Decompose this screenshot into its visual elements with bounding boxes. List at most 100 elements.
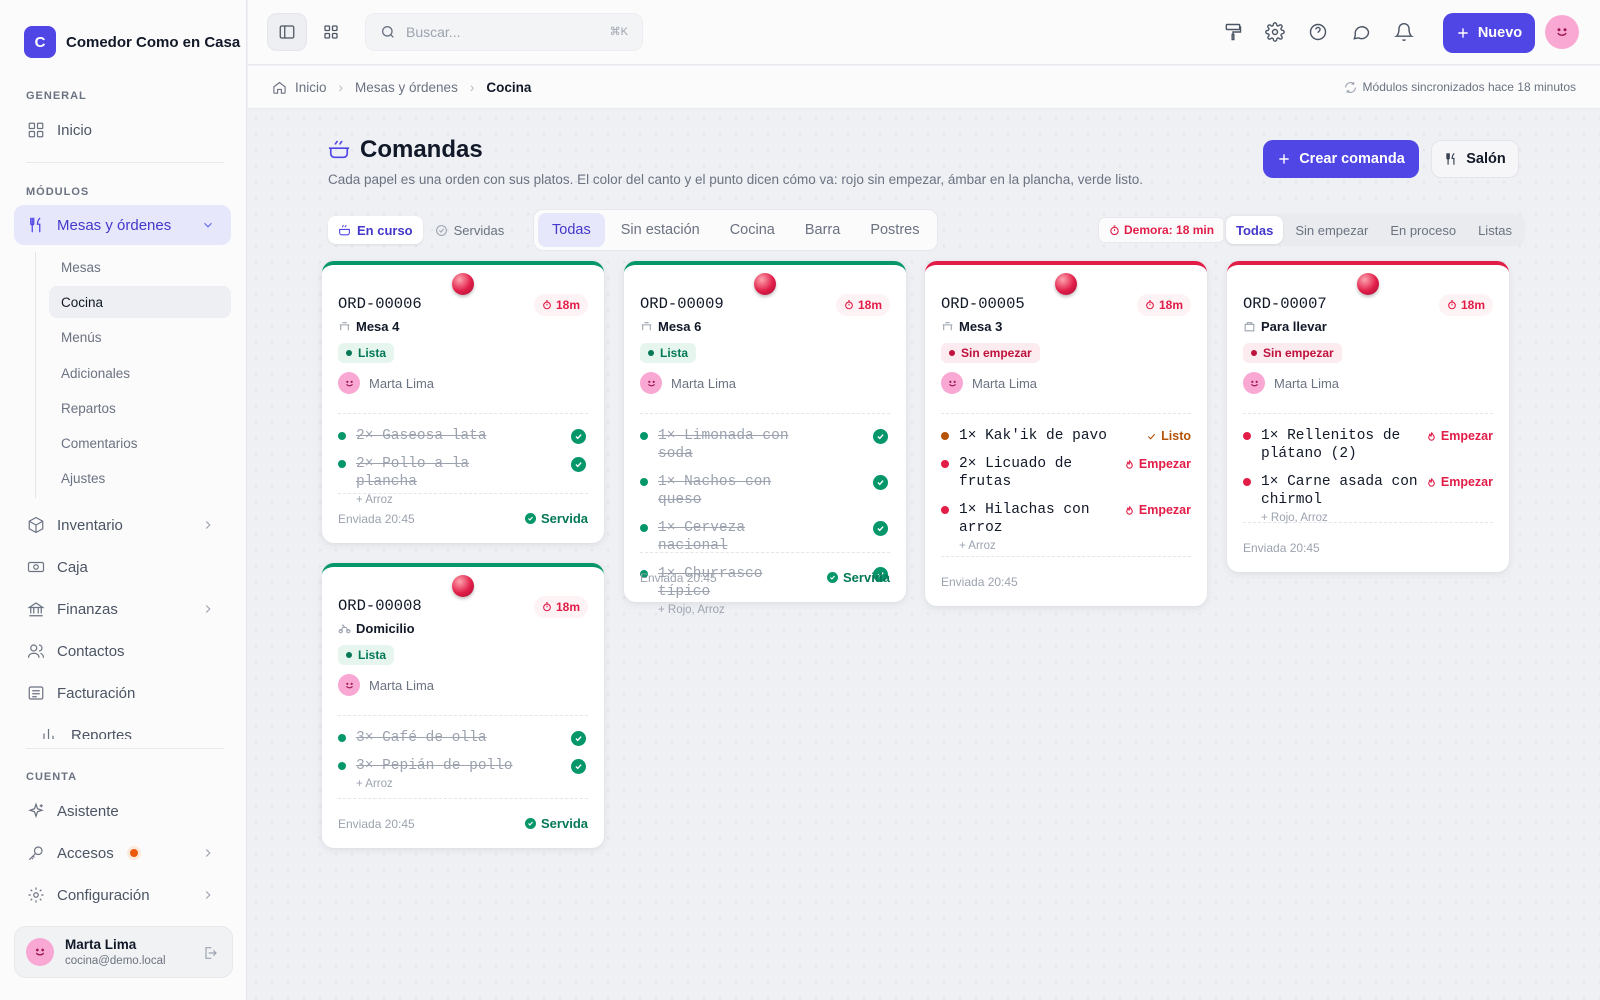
sidebar-item-contactos[interactable]: Contactos (14, 631, 231, 671)
station-barra[interactable]: Barra (804, 222, 841, 238)
utensils-icon (1444, 152, 1458, 166)
ready-button[interactable]: Listo (1146, 429, 1191, 443)
order-footer: Enviada 20:45 Servida (338, 493, 588, 543)
profile-avatar[interactable] (1545, 15, 1579, 49)
order-location-label: Mesa 4 (356, 319, 400, 334)
brand-name: Comedor Como en Casa (66, 33, 241, 51)
sidebar-item-mesas[interactable]: Mesas y órdenes (14, 205, 231, 245)
start-button[interactable]: Empezar (1426, 429, 1493, 443)
check-icon[interactable] (571, 731, 586, 746)
sidebar-subitem-cocina[interactable]: Cocina (49, 286, 231, 318)
sidebar-item-inicio[interactable]: Inicio (14, 110, 231, 150)
bank-icon (27, 600, 45, 618)
sidebar-item-label: Mesas y órdenes (57, 216, 172, 234)
check-icon[interactable] (571, 429, 586, 444)
status-dot (338, 460, 346, 468)
station-sin-estacion[interactable]: Sin estación (620, 222, 700, 238)
sidebar-item-asistente[interactable]: Asistente (14, 791, 231, 831)
create-order-button[interactable]: Crear comanda (1263, 140, 1419, 178)
start-button[interactable]: Empezar (1426, 475, 1493, 489)
timer-icon (1145, 300, 1155, 310)
sidebar-subitem-repartos[interactable]: Repartos (61, 400, 116, 416)
order-item: 1× Cerveza nacional (640, 519, 890, 555)
status-dot (1243, 432, 1251, 440)
logout-icon[interactable] (202, 945, 218, 961)
sidebar-item-configuracion[interactable]: Configuración (14, 875, 231, 915)
station-cocina[interactable]: Cocina (729, 222, 775, 238)
check-icon[interactable] (571, 759, 586, 774)
search-input[interactable] (406, 24, 586, 40)
timer-text: 18m (857, 298, 882, 312)
progress-todas[interactable]: Todas (1226, 216, 1284, 244)
help-icon[interactable] (1306, 20, 1330, 44)
timer-text: 18m (1460, 298, 1485, 312)
start-button[interactable]: Empezar (1124, 503, 1191, 517)
brand[interactable]: C Comedor Como en Casa (24, 26, 240, 58)
user-email: cocina@demo.local (65, 955, 166, 967)
apps-button[interactable] (311, 13, 351, 51)
order-footer: Enviada 20:45 Servida (640, 552, 890, 602)
status-text: Lista (660, 346, 689, 360)
search-box[interactable]: ⌘K (365, 13, 643, 51)
filter-en-curso[interactable]: En curso (328, 216, 423, 244)
start-button[interactable]: Empezar (1124, 457, 1191, 471)
sidebar-subitem-menus[interactable]: Menús (61, 329, 102, 345)
item-modifiers: + Arroz (356, 494, 393, 506)
order-waiter: Marta Lima (640, 372, 736, 394)
sidebar-item-finanzas[interactable]: Finanzas (14, 589, 231, 629)
sidebar-item-accesos[interactable]: Accesos (14, 833, 231, 873)
order-card[interactable]: ORD-00009 18m Mesa 6 Lista Marta Lima 1× Limo… (624, 261, 906, 616)
sidebar-subitem-ajustes[interactable]: Ajustes (61, 470, 106, 486)
toggle-sidebar-button[interactable] (267, 13, 307, 51)
sidebar-item-label: Contactos (57, 642, 125, 660)
salon-button[interactable]: Salón (1431, 140, 1519, 178)
waiter-name: Marta Lima (369, 677, 435, 693)
sidebar-item-label: Finanzas (57, 600, 118, 618)
paint-roller-icon[interactable] (1221, 20, 1245, 44)
progress-listas[interactable]: Listas (1478, 222, 1513, 238)
sidebar-item-reportes[interactable]: Reportes (28, 715, 231, 739)
sidebar-item-caja[interactable]: Caja (14, 547, 231, 587)
sidebar-subitem-mesas[interactable]: Mesas (61, 259, 101, 275)
settings-icon[interactable] (1263, 20, 1287, 44)
order-items: 1× Limonada con soda 1× Nachos con queso 1… (640, 427, 890, 626)
bell-icon[interactable] (1392, 20, 1416, 44)
check-icon[interactable] (873, 521, 888, 536)
progress-en-proceso[interactable]: En proceso (1390, 222, 1457, 238)
check-icon[interactable] (873, 567, 888, 582)
station-todas[interactable]: Todas (538, 213, 605, 247)
order-items: 1× Kak'ik de pavo Listo 2× Licuado de frut… (941, 427, 1191, 562)
item-name: 2× Pollo a la plancha (356, 456, 470, 490)
order-card[interactable]: ORD-00008 18m Domicilio Lista Marta Lima 3× C… (322, 563, 604, 848)
breadcrumb-section[interactable]: Mesas y órdenes (355, 79, 458, 95)
progress-sin-empezar[interactable]: Sin empezar (1295, 222, 1369, 238)
divider (640, 413, 890, 414)
user-card[interactable]: Marta Lima cocina@demo.local (14, 926, 233, 978)
served-badge: Servida (525, 511, 588, 526)
check-icon[interactable] (873, 475, 888, 490)
new-button[interactable]: Nuevo (1443, 13, 1535, 53)
order-card[interactable]: ORD-00006 18m Mesa 4 Lista Marta Lima 2× Gase… (322, 261, 604, 543)
sidebar-item-facturacion[interactable]: Facturación (14, 673, 231, 713)
served-badge: Servida (525, 816, 588, 831)
order-timer: 18m (533, 294, 588, 316)
order-waiter: Marta Lima (338, 674, 434, 696)
filter-servidas[interactable]: Servidas (425, 216, 515, 244)
order-card[interactable]: ORD-00007 18m Para llevar Sin empezar Marta … (1227, 261, 1509, 572)
sidebar-subitem-comentarios[interactable]: Comentarios (61, 435, 138, 451)
item-name: 3× Café de olla (356, 730, 487, 746)
timer-icon (542, 602, 552, 612)
breadcrumb-home[interactable]: Inicio (295, 79, 327, 95)
sidebar-item-inventario[interactable]: Inventario (14, 505, 231, 545)
status-dot (640, 432, 648, 440)
check-icon[interactable] (873, 429, 888, 444)
cash-icon (27, 558, 45, 576)
invoice-icon (27, 684, 45, 702)
chevron-right-icon: › (338, 79, 344, 95)
sidebar-subitem-adicionales[interactable]: Adicionales (61, 365, 131, 381)
chat-icon[interactable] (1349, 20, 1373, 44)
station-postres[interactable]: Postres (870, 222, 920, 238)
order-card[interactable]: ORD-00005 18m Mesa 3 Sin empezar Marta Lima 1… (925, 261, 1207, 606)
order-item: 1× Limonada con soda (640, 427, 890, 463)
check-icon[interactable] (571, 457, 586, 472)
